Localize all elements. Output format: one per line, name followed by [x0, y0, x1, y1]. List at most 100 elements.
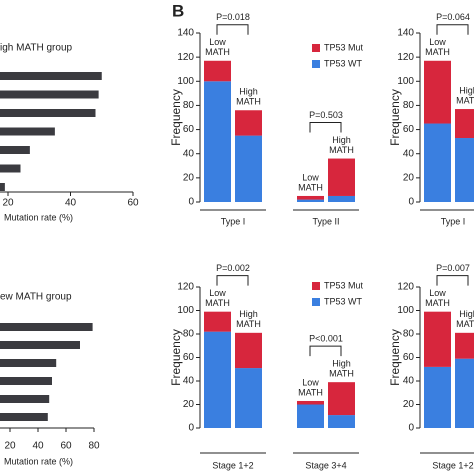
- bar: [0, 395, 50, 403]
- y-tick-label: 80: [183, 329, 195, 340]
- y-tick-label: 120: [397, 282, 414, 293]
- x-tick-label: 40: [32, 441, 44, 452]
- bar-label: Low: [429, 288, 446, 298]
- y-tick-label: 120: [177, 52, 194, 63]
- p-value: P<0.001: [309, 334, 343, 344]
- bar-segment: [297, 400, 324, 405]
- p-bracket: [216, 24, 249, 35]
- legend-swatch: [312, 282, 320, 290]
- bar-label: High: [332, 359, 351, 369]
- bar-label: Low: [429, 37, 446, 47]
- bar-label: MATH: [205, 298, 230, 308]
- bar-label: MATH: [329, 145, 354, 155]
- y-tick-label: 20: [403, 399, 415, 410]
- bar-segment: [455, 358, 474, 428]
- y-tick-label: 140: [397, 28, 414, 39]
- y-tick-label: 120: [177, 282, 194, 293]
- x-tick-label: 80: [88, 441, 100, 452]
- chart-title: ew MATH group: [0, 292, 72, 303]
- bar-label: MATH: [298, 182, 323, 192]
- y-axis-label: Frequency: [388, 329, 402, 386]
- bar-segment: [204, 311, 231, 332]
- bar-label: High: [239, 87, 258, 97]
- y-tick-label: 40: [403, 148, 415, 159]
- bar-segment: [235, 135, 262, 202]
- y-tick-label: 140: [177, 28, 194, 39]
- bar-segment: [328, 158, 355, 196]
- y-tick-label: 20: [183, 399, 195, 410]
- bar-segment: [204, 81, 231, 202]
- x-axis-label: Mutation rate (%): [4, 456, 73, 466]
- bar-segment: [328, 382, 355, 416]
- bar-label: High: [239, 309, 258, 319]
- bar-label: MATH: [236, 97, 261, 107]
- y-tick-label: 60: [403, 124, 415, 135]
- bar-segment: [424, 311, 451, 367]
- bar-label: MATH: [425, 47, 450, 57]
- y-tick-label: 80: [183, 100, 195, 111]
- y-axis-label: Frequency: [388, 89, 402, 146]
- bar-segment: [235, 368, 262, 428]
- x-tick-label: 40: [65, 198, 77, 209]
- p-bracket: [436, 275, 469, 286]
- bar: [0, 341, 80, 349]
- bar: [0, 323, 93, 331]
- y-tick-label: 20: [183, 172, 195, 183]
- bar-label: MATH: [425, 298, 450, 308]
- bar: [0, 146, 30, 154]
- bar-segment: [235, 110, 262, 136]
- group-label: Stage 1+2: [432, 460, 473, 470]
- y-tick-label: 120: [397, 52, 414, 63]
- y-tick-label: 100: [177, 76, 194, 87]
- legend-swatch: [312, 298, 320, 306]
- p-value: P=0.007: [436, 263, 470, 273]
- p-value: P=0.018: [216, 12, 250, 22]
- bar: [0, 359, 57, 367]
- bar-label: Low: [209, 37, 226, 47]
- y-axis-label: Frequency: [169, 89, 183, 146]
- legend-label: TP53 Mut: [324, 42, 364, 52]
- y-tick-label: 80: [403, 100, 415, 111]
- group-label: Stage 1+2: [212, 460, 253, 470]
- y-tick-label: 100: [177, 305, 194, 316]
- y-tick-label: 0: [188, 197, 194, 208]
- bar-label: High: [332, 135, 351, 145]
- bar-segment: [455, 109, 474, 139]
- bar: [0, 164, 21, 173]
- bar-label: Low: [209, 288, 226, 298]
- group-label: Type I: [221, 216, 246, 226]
- p-value: P=0.503: [309, 110, 343, 120]
- bar-label: MATH: [205, 47, 230, 57]
- legend-label: TP53 Mut: [324, 280, 364, 290]
- y-tick-label: 0: [408, 423, 414, 434]
- bar-label: High: [459, 309, 474, 319]
- p-bracket: [436, 24, 469, 35]
- p-bracket: [309, 122, 342, 133]
- group-label: Type II: [312, 216, 339, 226]
- x-tick-label: 20: [4, 441, 16, 452]
- bar-segment: [204, 331, 231, 428]
- bar-segment: [455, 332, 474, 359]
- x-tick-label: 60: [127, 198, 139, 209]
- p-value: P=0.064: [436, 12, 470, 22]
- p-value: P=0.002: [216, 263, 250, 273]
- y-tick-label: 40: [403, 376, 415, 387]
- bar: [0, 127, 55, 136]
- x-tick-label: 60: [60, 441, 72, 452]
- bar-segment: [328, 415, 355, 428]
- bar-segment: [204, 60, 231, 82]
- bar-segment: [424, 123, 451, 202]
- y-tick-label: 60: [403, 352, 415, 363]
- legend-label: TP53 WT: [324, 58, 363, 68]
- bar-segment: [424, 366, 451, 428]
- bar-segment: [424, 60, 451, 124]
- legend-swatch: [312, 44, 320, 52]
- y-tick-label: 40: [183, 376, 195, 387]
- bar-label: High: [459, 85, 474, 95]
- bar-segment: [235, 332, 262, 369]
- y-tick-label: 40: [183, 148, 195, 159]
- panel-label: B: [172, 1, 184, 20]
- bar-label: MATH: [456, 319, 474, 329]
